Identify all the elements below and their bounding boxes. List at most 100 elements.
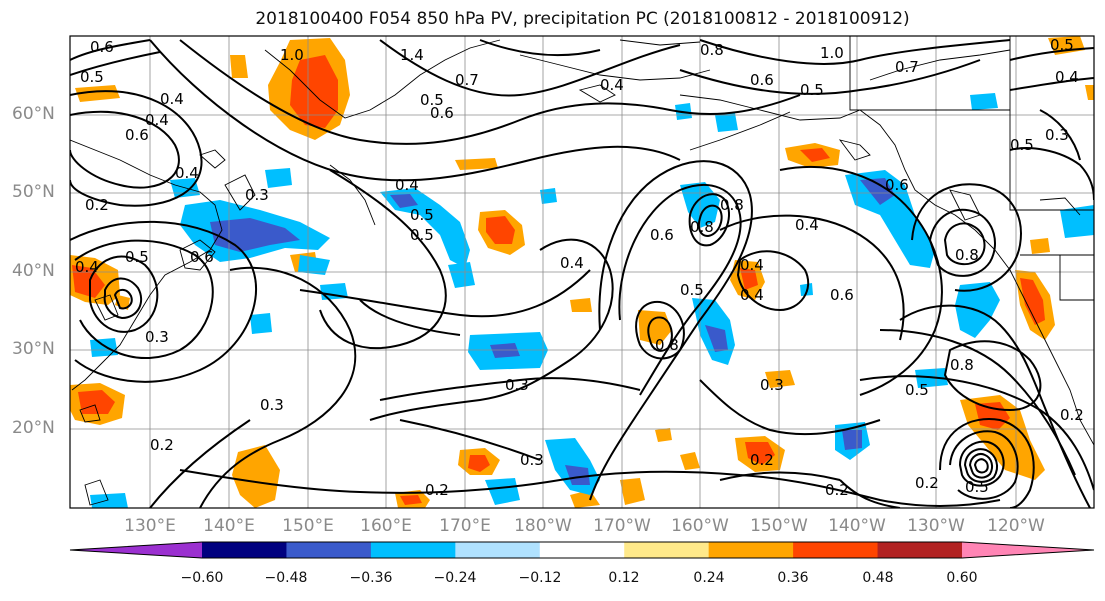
lat-label: 30°N xyxy=(12,339,55,359)
colorbar-segment xyxy=(286,542,372,558)
colorbar-segment xyxy=(877,542,963,558)
contour-label: 0.5 xyxy=(125,248,149,266)
contour-label: 0.3 xyxy=(505,376,529,394)
map-title: 2018100400 F054 850 hPa PV, precipitatio… xyxy=(255,9,910,29)
contour-label: 0.3 xyxy=(245,186,269,204)
precip-positive-fills xyxy=(70,36,1094,508)
colorbar-segment xyxy=(793,542,879,558)
colorbar-segment xyxy=(202,542,287,558)
colorbar-label: 0.36 xyxy=(777,570,809,586)
contour-label: 0.6 xyxy=(885,176,909,194)
colorbar-label: 0.12 xyxy=(608,570,640,586)
contour-label: 0.3 xyxy=(760,376,784,394)
colorbar-label: 0.60 xyxy=(946,570,978,586)
contour-label: 0.4 xyxy=(395,176,419,194)
colorbar-label: −0.24 xyxy=(433,570,477,586)
lat-label: 50°N xyxy=(12,182,55,202)
contour-label: 0.5 xyxy=(965,478,989,496)
contour-label: 0.6 xyxy=(750,71,774,89)
contour-label: 0.8 xyxy=(955,246,979,264)
contour-label: 0.5 xyxy=(905,381,929,399)
contour-label: 0.5 xyxy=(420,91,444,109)
contour-label: 0.4 xyxy=(740,256,764,274)
contour-label: 0.8 xyxy=(690,218,714,236)
lon-label: 180°W xyxy=(514,516,572,536)
contour-label: 0.7 xyxy=(455,71,479,89)
contour-label: 0.3 xyxy=(1045,126,1069,144)
colorbar-label: 0.24 xyxy=(693,570,725,586)
lon-label: 140°W xyxy=(828,516,886,536)
contour-label: 0.5 xyxy=(80,68,104,86)
contour-label: 0.4 xyxy=(795,216,819,234)
contour-label: 0.6 xyxy=(830,286,854,304)
lon-label: 170°E xyxy=(439,516,491,536)
colorbar-segment xyxy=(708,542,794,558)
contour-label: 0.2 xyxy=(915,474,939,492)
contour-label: 1.4 xyxy=(400,46,424,64)
colorbar-segment xyxy=(370,542,456,558)
colorbar-label: −0.36 xyxy=(349,570,393,586)
contour-label: 0.4 xyxy=(75,258,99,276)
lon-label: 120°W xyxy=(987,516,1045,536)
contour-label: 0.6 xyxy=(430,104,454,122)
colorbar-extend-max xyxy=(962,542,1094,558)
contour-label: 0.8 xyxy=(700,41,724,59)
contour-label: 0.5 xyxy=(680,281,704,299)
contour-label: 0.8 xyxy=(720,196,744,214)
contour-label: 0.6 xyxy=(90,38,114,56)
contour-label: 0.4 xyxy=(175,164,199,182)
colorbar-segment xyxy=(455,542,541,558)
contour-label: 0.3 xyxy=(520,451,544,469)
contour-label: 0.5 xyxy=(410,206,434,224)
colorbar-segment xyxy=(539,542,625,558)
lon-label: 150°E xyxy=(282,516,334,536)
contour-label: 1.0 xyxy=(820,44,844,62)
contour-label: 0.2 xyxy=(85,196,109,214)
contour-label: 0.3 xyxy=(260,396,284,414)
contour-label: 0.4 xyxy=(1055,68,1079,86)
contour-label: 0.7 xyxy=(895,58,919,76)
contour-label: 1.0 xyxy=(280,46,304,64)
contour-label: 0.5 xyxy=(410,226,434,244)
contour-label: 0.2 xyxy=(425,481,449,499)
map-frame xyxy=(69,35,1095,509)
lon-label: 170°W xyxy=(593,516,651,536)
contour-label: 0.3 xyxy=(145,328,169,346)
contour-label: 0.6 xyxy=(125,126,149,144)
colorbar-outline xyxy=(69,541,1095,559)
contour-label: 0.4 xyxy=(560,254,584,272)
colorbar-segments xyxy=(70,542,1094,558)
lon-label: 130°E xyxy=(124,516,176,536)
lat-label: 60°N xyxy=(12,104,55,124)
colorbar-label: −0.60 xyxy=(180,570,224,586)
contour-label: 0.2 xyxy=(750,451,774,469)
contour-label: 0.2 xyxy=(825,481,849,499)
lon-label: 140°E xyxy=(203,516,255,536)
contour-label: 0.4 xyxy=(600,76,624,94)
lat-label: 40°N xyxy=(12,261,55,281)
pv-contours xyxy=(70,39,1094,508)
contour-label: 0.6 xyxy=(650,226,674,244)
lon-label: 160°W xyxy=(671,516,729,536)
colorbar-label: −0.12 xyxy=(518,570,562,586)
colorbar-label: −0.48 xyxy=(264,570,308,586)
lat-label: 20°N xyxy=(12,418,55,438)
colorbar-extend-min xyxy=(70,542,202,558)
lon-label: 160°E xyxy=(360,516,412,536)
contour-labels: 0.6 0.5 0.4 0.6 0.4 0.3 0.2 0.5 0.4 0.6 … xyxy=(75,36,1084,499)
colorbar-segment xyxy=(624,542,710,558)
contour-label: 0.5 xyxy=(800,81,824,99)
contour-label: 0.4 xyxy=(145,111,169,129)
contour-label: 0.8 xyxy=(655,336,679,354)
lon-label: 150°W xyxy=(750,516,808,536)
contour-label: 0.2 xyxy=(1060,406,1084,424)
colorbar-label: 0.48 xyxy=(862,570,894,586)
contour-label: 0.5 xyxy=(1010,136,1034,154)
contour-label: 0.6 xyxy=(190,248,214,266)
contour-label: 0.4 xyxy=(160,90,184,108)
contour-label: 0.5 xyxy=(1050,36,1074,54)
contour-label: 0.4 xyxy=(740,286,764,304)
contour-label: 0.8 xyxy=(950,356,974,374)
